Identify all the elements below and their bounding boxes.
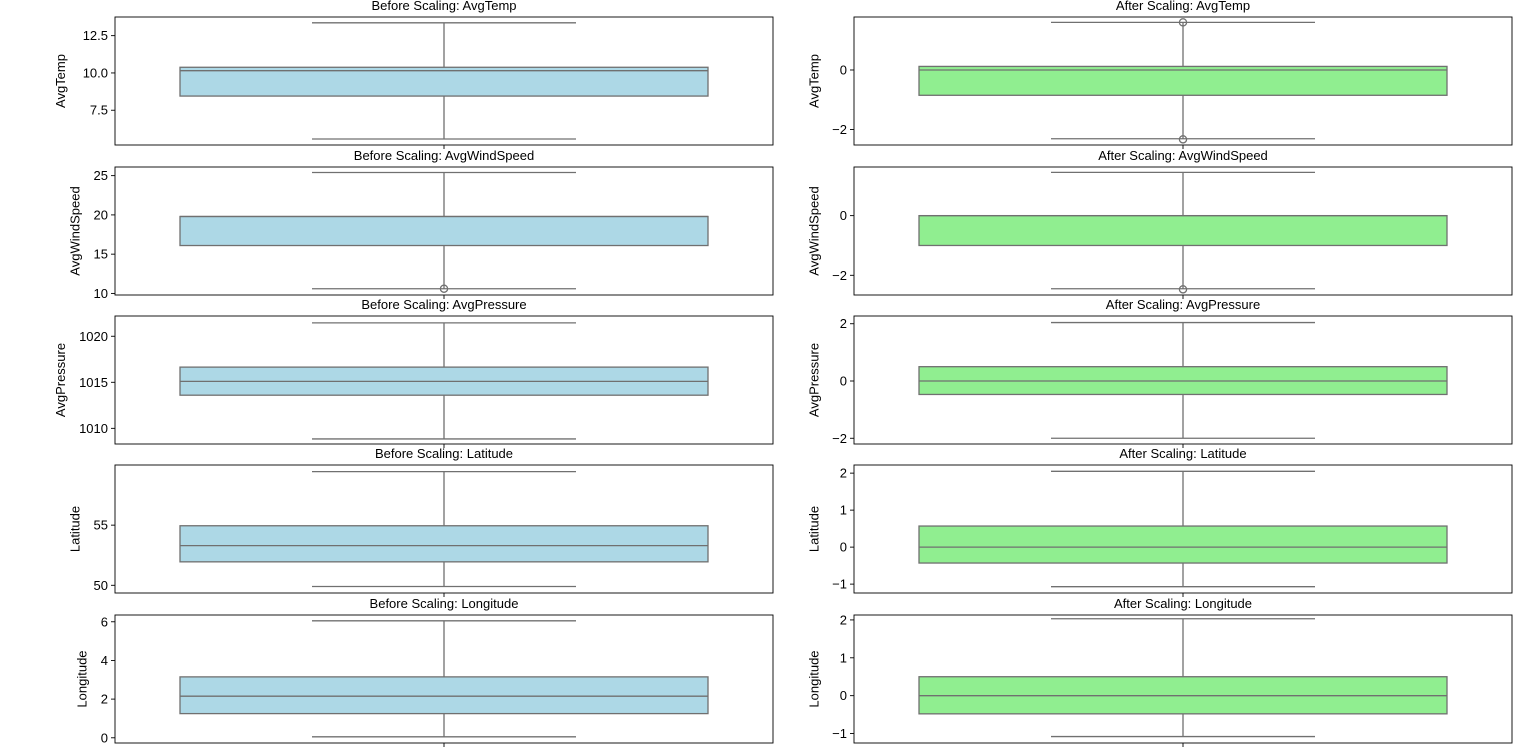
plot-area [179,322,709,440]
y-tick-label: 6 [101,614,108,629]
subplot-before-8: 0 2 4 6 Before Scaling: Longitude Longitude [75,596,774,747]
subplot-after-1: −2 0 After Scaling: AvgTemp AvgTemp [806,0,1513,149]
y-tick-label: 25 [94,168,108,183]
y-tick-label: −2 [832,268,847,283]
subplot-title: Before Scaling: AvgPressure [361,297,526,312]
outlier-point [1178,285,1188,294]
y-tick-label: 10 [94,286,108,301]
y-tick-label: 2 [840,316,847,331]
box [179,525,709,563]
y-axis-label: AvgPressure [53,343,68,417]
y-tick-label: 50 [94,578,108,593]
box [179,66,709,97]
y-axis-label: AvgTemp [53,54,68,108]
box [179,676,709,715]
subplot-title: Before Scaling: Latitude [375,446,513,461]
y-tick-label: 10.0 [83,65,108,80]
subplot-before-2: 10 15 20 25 Before Scaling: AvgWindSpeed AvgW… [67,148,774,301]
y-tick-label: 0 [840,374,847,389]
subplot-title: Before Scaling: AvgWindSpeed [354,148,534,163]
outlier-point [439,284,449,293]
outlier-point [1178,135,1188,144]
y-tick-label: 0 [101,730,108,745]
plot-area [918,171,1448,294]
subplot-title: After Scaling: AvgWindSpeed [1098,148,1268,163]
plot-area [918,618,1448,738]
plot-area [918,18,1448,144]
y-tick-label: 15 [94,247,108,262]
y-axis-label: Longitude [75,650,90,707]
box [918,65,1448,96]
plot-area [918,470,1448,588]
plot-area [179,171,709,293]
y-tick-label: 1015 [79,375,108,390]
y-tick-label: 7.5 [90,103,108,118]
y-tick-label: 12.5 [83,28,108,43]
y-tick-label: 1 [840,503,847,518]
y-tick-label: 2 [101,692,108,707]
subplot-title: After Scaling: Longitude [1114,596,1252,611]
subplot-before-4: 1010 1015 1020 Before Scaling: AvgPressure A… [53,297,774,448]
y-tick-label: 0 [840,688,847,703]
subplot-before-0: 7.5 10.0 12.5 Before Scaling: AvgTemp AvgTem… [53,0,774,149]
subplot-after-3: −2 0 After Scaling: AvgWindSpeed AvgWindSpe… [806,148,1513,299]
y-axis-label: AvgTemp [806,54,821,108]
y-tick-label: 1020 [79,329,108,344]
box [179,215,709,247]
subplot-after-7: −1 0 1 2 After Scaling: Latitude Latitude [806,446,1513,597]
outlier-point [1178,18,1188,27]
y-axis-label: AvgWindSpeed [67,186,82,275]
y-tick-label: 2 [840,466,847,481]
plot-area [179,470,709,588]
y-axis-label: Latitude [67,506,82,552]
y-axis-label: Longitude [806,650,821,707]
y-axis-label: AvgPressure [806,343,821,417]
subplot-after-9: −1 0 1 2 After Scaling: Longitude Longitude [806,596,1513,747]
y-tick-label: −2 [832,431,847,446]
y-tick-label: −1 [832,577,847,592]
y-tick-label: 2 [840,612,847,627]
subplot-title: After Scaling: Latitude [1119,446,1246,461]
box [918,214,1448,247]
y-axis-label: Latitude [806,506,821,552]
y-tick-label: 20 [94,207,108,222]
plot-area [179,22,709,140]
y-tick-label: −2 [832,122,847,137]
y-tick-label: 0 [840,540,847,555]
subplot-after-5: −2 0 2 After Scaling: AvgPressure AvgPressur… [806,297,1513,448]
y-tick-label: 4 [101,653,108,668]
plot-area [918,321,1448,439]
box [918,525,1448,564]
plot-area [179,620,709,738]
y-tick-label: 55 [94,518,108,533]
y-tick-label: 1 [840,650,847,665]
y-tick-label: 0 [840,208,847,223]
y-axis-label: AvgWindSpeed [806,186,821,275]
y-tick-label: 0 [840,62,847,77]
subplot-title: Before Scaling: AvgTemp [371,0,516,13]
subplot-title: After Scaling: AvgPressure [1106,297,1260,312]
subplot-before-6: 50 55 Before Scaling: Latitude Latitude [67,446,774,597]
subplot-title: After Scaling: AvgTemp [1116,0,1250,13]
y-tick-label: 1010 [79,421,108,436]
subplot-title: Before Scaling: Longitude [370,596,519,611]
y-tick-label: −1 [832,726,847,741]
